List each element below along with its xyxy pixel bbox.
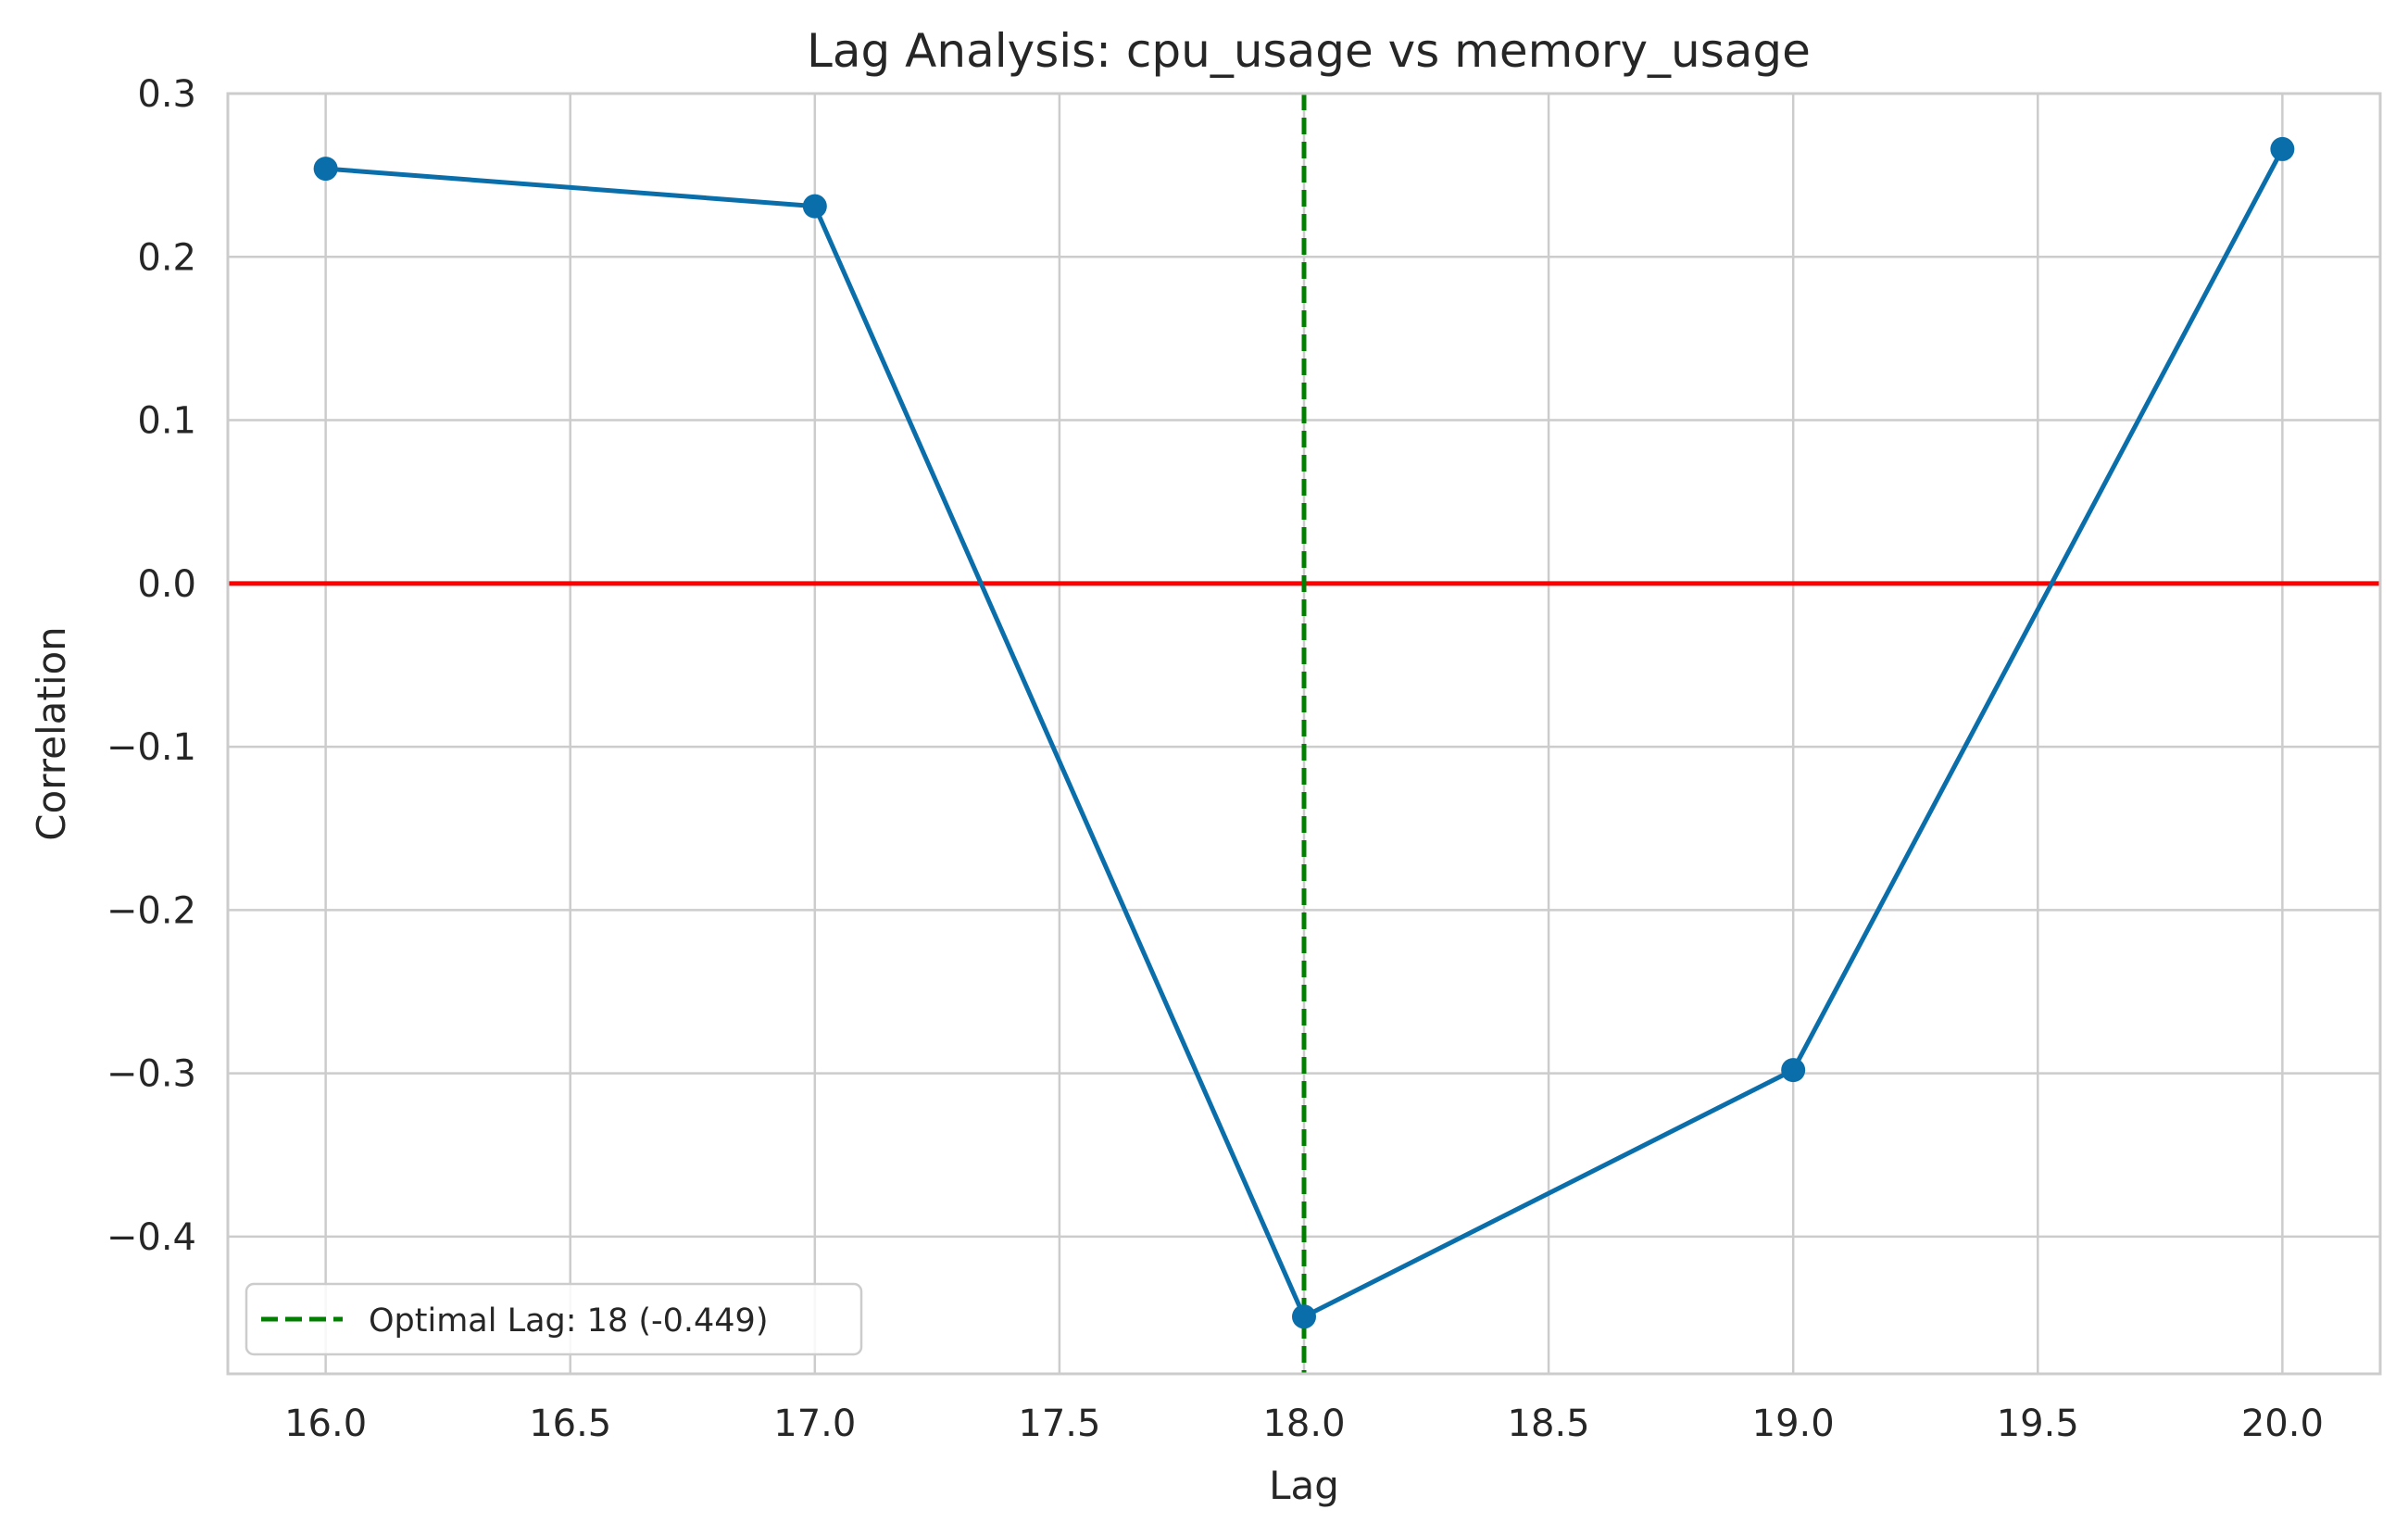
y-tick-label: 0.2 <box>137 236 196 279</box>
y-tick-label: −0.3 <box>107 1053 196 1096</box>
series-layer <box>313 136 2295 1329</box>
y-tick-label: −0.1 <box>107 726 196 769</box>
y-tick-label: −0.4 <box>107 1216 196 1259</box>
data-point <box>1292 1304 1316 1329</box>
data-point <box>2270 136 2295 161</box>
y-tick-label: 0.0 <box>137 563 196 606</box>
legend: Optimal Lag: 18 (-0.449) <box>245 1282 863 1356</box>
x-tick-label: 19.0 <box>1752 1403 1835 1445</box>
y-tick-label: 0.3 <box>137 73 196 116</box>
x-tick-label: 20.0 <box>2241 1403 2324 1445</box>
reference-lines <box>228 94 2380 1374</box>
x-tick-label: 16.0 <box>284 1403 367 1445</box>
x-tick-label: 18.0 <box>1262 1403 1345 1445</box>
x-tick-label: 17.0 <box>773 1403 856 1445</box>
chart-title: Lag Analysis: cpu_usage vs memory_usage <box>807 24 1811 78</box>
legend-box <box>245 1282 863 1356</box>
x-axis-label: Lag <box>1269 1463 1339 1508</box>
plot-frame <box>226 92 2382 1376</box>
legend-entry-optimal-lag: Optimal Lag: 18 (-0.449) <box>369 1302 768 1340</box>
y-axis-ticks: 0.3 0.2 0.1 0.0 −0.1 −0.2 −0.3 −0.4 <box>107 73 196 1259</box>
x-tick-label: 17.5 <box>1018 1403 1100 1445</box>
data-point <box>802 194 827 219</box>
x-tick-label: 16.5 <box>529 1403 611 1445</box>
x-tick-label: 19.5 <box>1997 1403 2079 1445</box>
x-gridlines <box>324 94 2284 1374</box>
data-point <box>313 157 338 182</box>
y-tick-label: −0.2 <box>107 889 196 932</box>
data-point <box>1781 1058 1806 1083</box>
plot-area <box>226 92 2382 1376</box>
x-axis-ticks: 16.0 16.5 17.0 17.5 18.0 18.5 19.0 19.5 20.0 <box>284 1403 2324 1445</box>
x-tick-label: 18.5 <box>1508 1403 1590 1445</box>
y-axis-label: Correlation <box>29 626 74 841</box>
y-tick-label: 0.1 <box>137 400 196 443</box>
